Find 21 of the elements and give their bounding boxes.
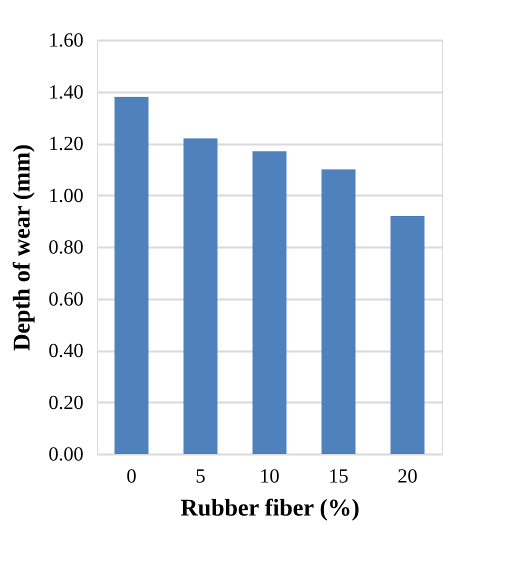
bar xyxy=(390,216,424,454)
y-tick-label: 1.00 xyxy=(48,184,84,207)
y-tick-label: 1.60 xyxy=(48,30,84,52)
y-tick-label: 1.20 xyxy=(48,133,84,155)
x-tick-label: 0 xyxy=(126,466,136,488)
bar xyxy=(252,151,286,454)
y-tick-label: 0.60 xyxy=(48,288,84,310)
x-axis-title: Rubber fiber (%) xyxy=(180,496,360,522)
x-tick-label: 10 xyxy=(260,466,280,488)
y-axis-title: Depth of wear (mm) xyxy=(10,144,36,351)
x-tick-label: 15 xyxy=(328,466,348,488)
y-tick-label: 0.20 xyxy=(48,392,84,414)
y-tick-label: 0.80 xyxy=(48,236,84,258)
x-tick-label: 5 xyxy=(196,466,206,488)
bar xyxy=(322,169,356,454)
y-tick-label: 0.40 xyxy=(48,340,84,362)
y-tick-label: 0.00 xyxy=(48,444,84,466)
bar xyxy=(114,96,148,454)
x-tick-label: 20 xyxy=(398,466,418,488)
y-tick-label: 1.40 xyxy=(48,81,84,104)
bar xyxy=(184,138,218,454)
